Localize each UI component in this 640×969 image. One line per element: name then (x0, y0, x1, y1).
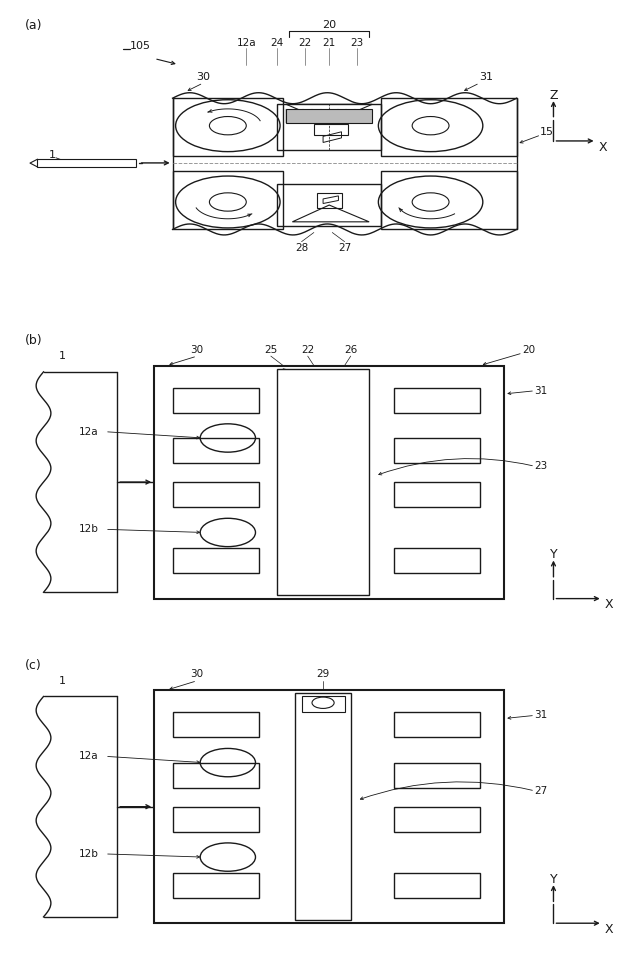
Bar (154, 365, 504, 599)
Text: 31: 31 (534, 710, 548, 720)
Bar (173, 98, 283, 156)
Text: 1: 1 (58, 675, 65, 686)
Bar (394, 482, 480, 508)
Text: X: X (604, 599, 613, 611)
Text: 31: 31 (534, 386, 548, 395)
Text: 27: 27 (534, 786, 548, 796)
Bar (394, 712, 480, 737)
Text: 23: 23 (534, 461, 548, 471)
Bar (173, 388, 259, 413)
Bar (173, 482, 259, 508)
Text: 12b: 12b (79, 524, 99, 534)
Text: 30: 30 (196, 72, 211, 81)
Text: 12b: 12b (79, 849, 99, 859)
Bar (394, 806, 480, 831)
Bar (314, 124, 348, 135)
Bar (394, 388, 480, 413)
Bar (277, 105, 381, 150)
Text: 105: 105 (129, 42, 150, 51)
Bar (317, 193, 342, 208)
Text: 12a: 12a (236, 38, 256, 48)
Bar (301, 697, 344, 712)
Text: 27: 27 (338, 243, 351, 253)
Bar (173, 548, 259, 574)
Text: 1: 1 (49, 149, 56, 160)
Bar (296, 694, 351, 921)
Text: 25: 25 (264, 345, 278, 355)
Bar (394, 438, 480, 463)
Text: 1: 1 (58, 351, 65, 361)
Text: Y: Y (550, 548, 557, 561)
Bar (277, 369, 369, 595)
Text: 12a: 12a (79, 751, 99, 762)
Text: 22: 22 (298, 38, 311, 48)
Bar (381, 172, 516, 230)
Text: 12a: 12a (79, 426, 99, 437)
Bar (173, 763, 259, 788)
Text: Y: Y (550, 873, 557, 886)
Bar (394, 548, 480, 574)
Text: 22: 22 (301, 345, 314, 355)
Text: 20: 20 (522, 345, 536, 355)
Bar (173, 873, 259, 898)
Bar (173, 172, 283, 230)
Text: 23: 23 (350, 38, 364, 48)
Bar (394, 763, 480, 788)
Text: X: X (598, 141, 607, 153)
Text: 24: 24 (270, 38, 284, 48)
Text: 20: 20 (322, 20, 336, 30)
Bar (173, 438, 259, 463)
Text: 30: 30 (191, 670, 204, 679)
Text: (b): (b) (25, 334, 43, 347)
Bar (381, 98, 516, 156)
Text: Z: Z (549, 88, 557, 102)
Polygon shape (323, 132, 342, 142)
Bar (286, 109, 372, 123)
Text: 31: 31 (479, 72, 493, 81)
Text: 21: 21 (323, 38, 336, 48)
Bar (154, 690, 504, 923)
Polygon shape (323, 196, 339, 203)
Bar (37, 159, 136, 167)
Bar (173, 712, 259, 737)
Text: (c): (c) (25, 659, 42, 672)
Text: (a): (a) (25, 18, 43, 32)
Text: 29: 29 (316, 670, 330, 679)
Text: 28: 28 (295, 243, 308, 253)
Bar (394, 873, 480, 898)
Text: 15: 15 (540, 127, 554, 137)
Bar (173, 806, 259, 831)
Text: 26: 26 (344, 345, 357, 355)
Text: 30: 30 (191, 345, 204, 355)
Text: X: X (604, 923, 613, 936)
Bar (339, 372, 363, 385)
Bar (277, 184, 381, 227)
